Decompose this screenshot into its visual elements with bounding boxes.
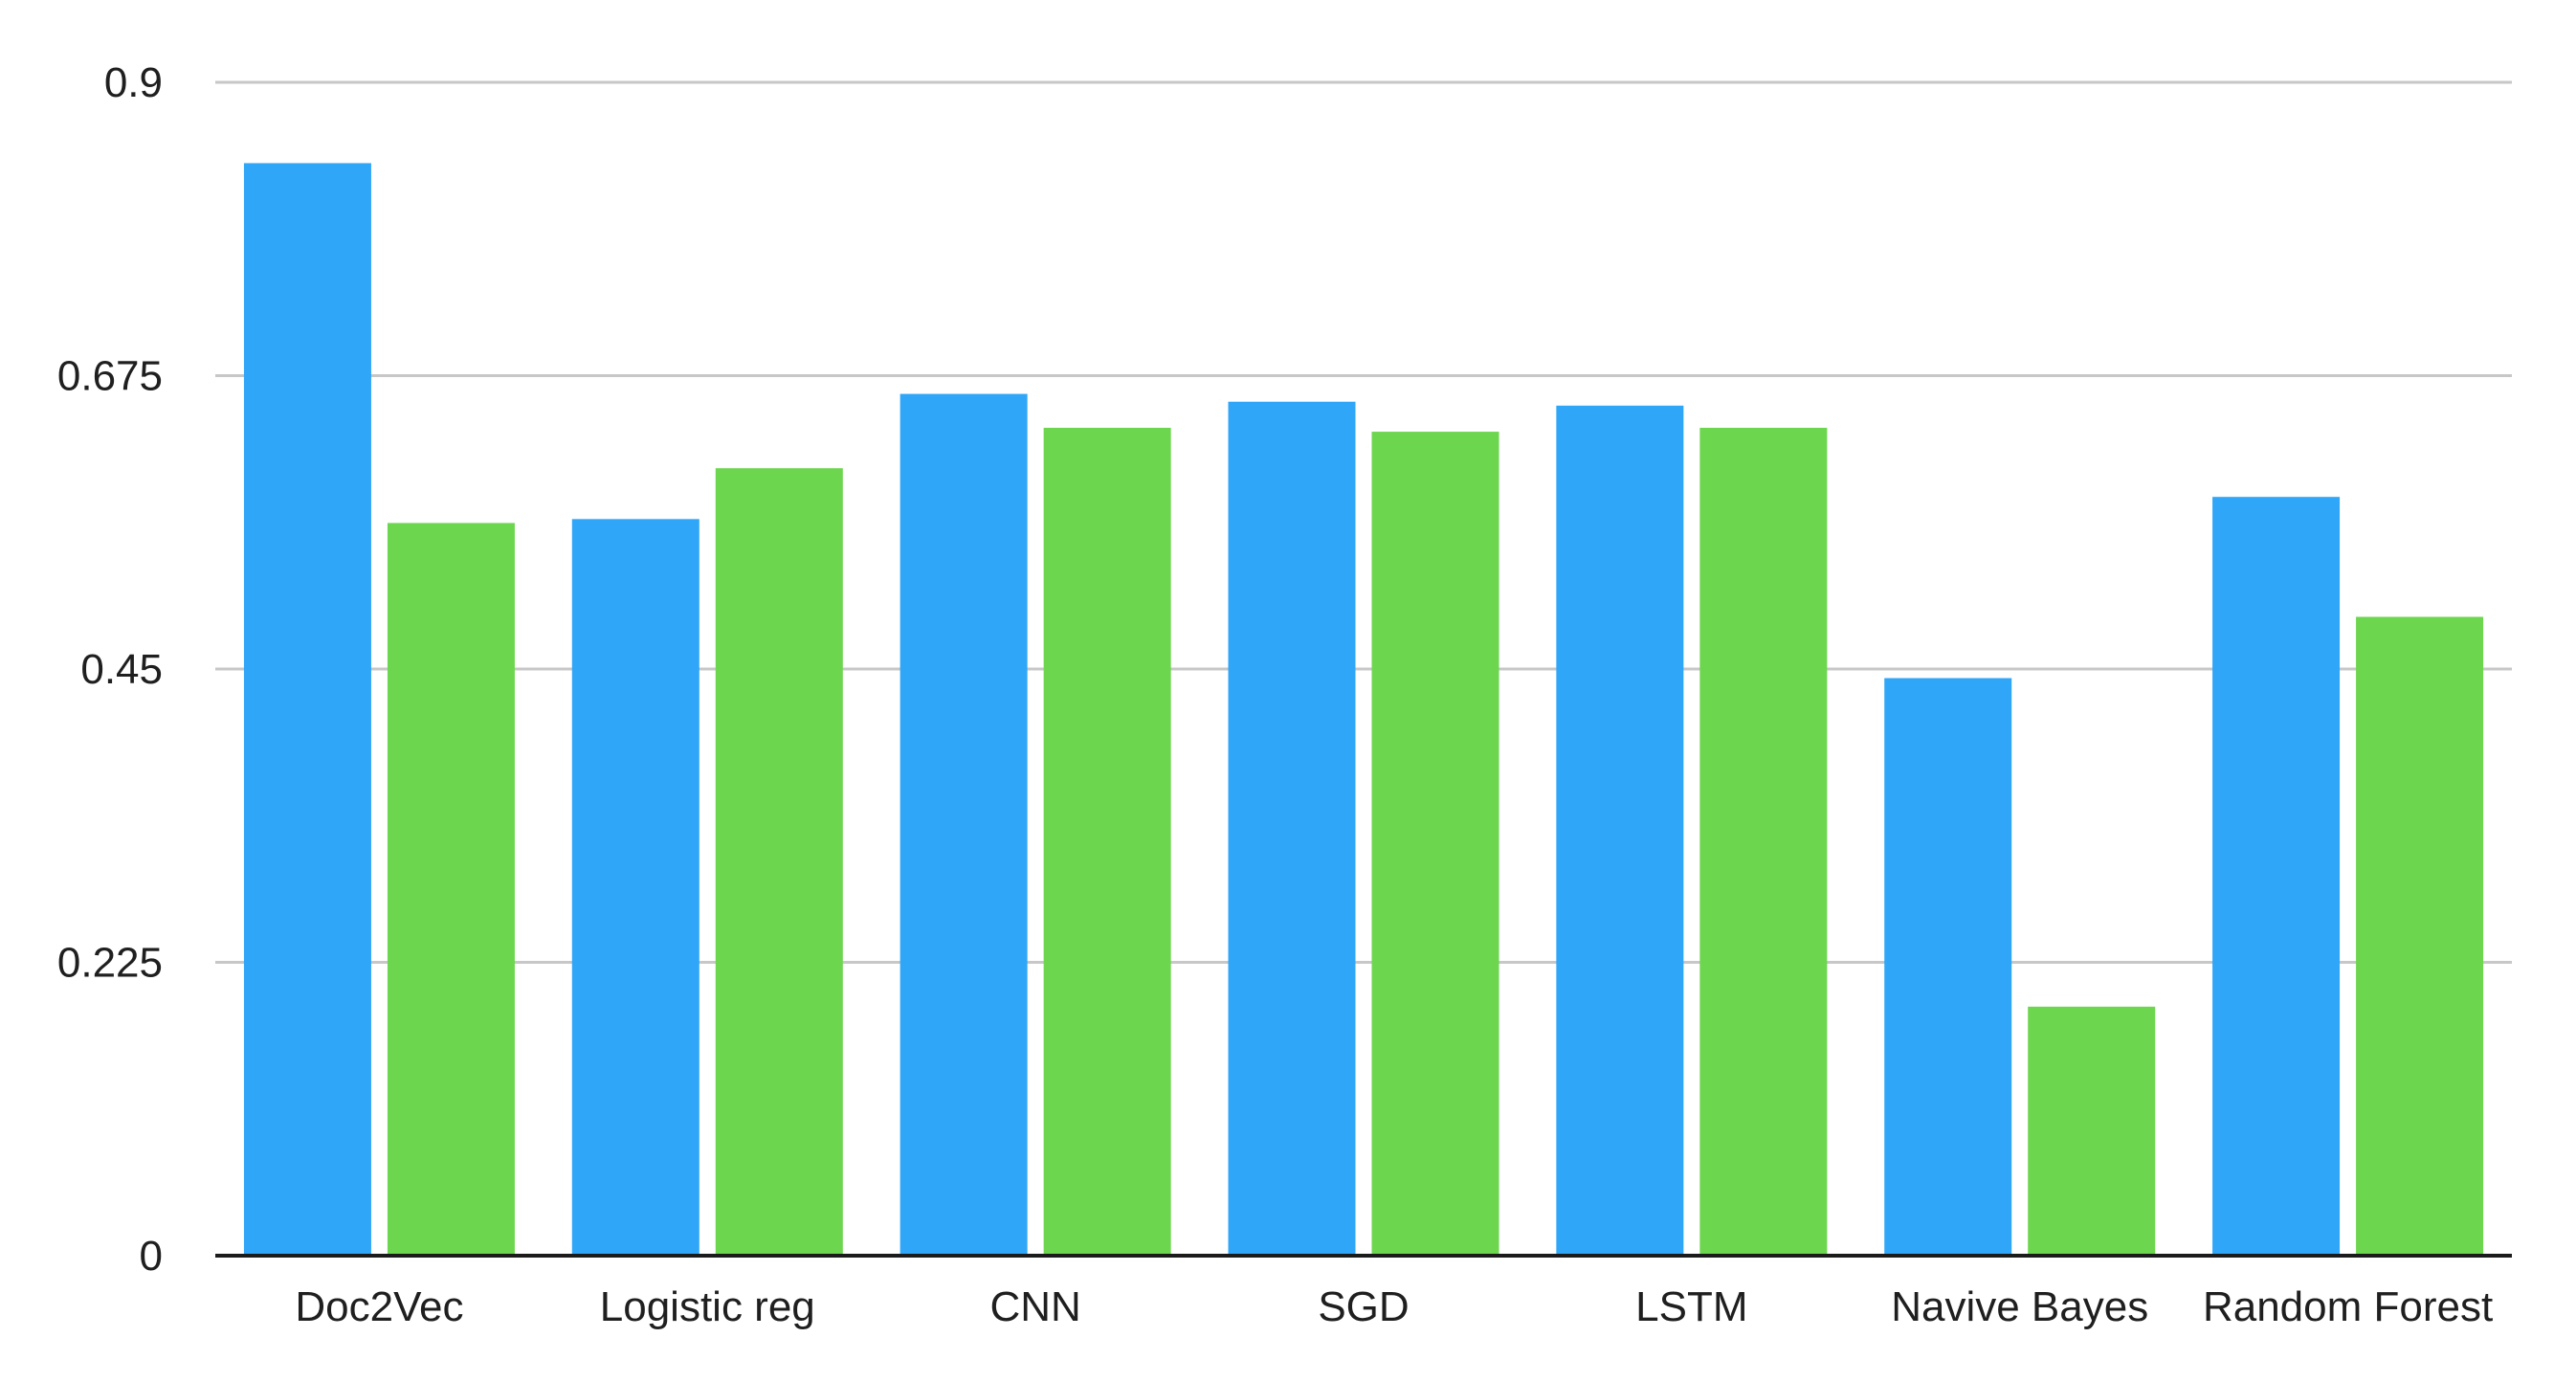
grid-lines bbox=[215, 80, 2512, 964]
x-tick-label: Navive Bayes bbox=[1891, 1283, 2148, 1330]
x-tick-label: Logistic reg bbox=[600, 1283, 815, 1330]
bar-logistic-reg-series-2 bbox=[715, 468, 843, 1256]
tick-labels: 0 0.225 0.45 0.675 0.9 Doc2Vec Logistic reg CNN… bbox=[57, 59, 2493, 1330]
bar-random-forest-series-2 bbox=[2356, 616, 2484, 1256]
bar-doc2vec-series-2 bbox=[387, 523, 515, 1256]
bars bbox=[243, 163, 2484, 1257]
bar-navive-bayes-series-1 bbox=[1884, 678, 2012, 1256]
bar-lstm-series-2 bbox=[1699, 427, 1828, 1256]
bar-lstm-series-1 bbox=[1556, 405, 1684, 1256]
bar-sgd-series-2 bbox=[1371, 432, 1499, 1256]
x-tick-label: Random Forest bbox=[2203, 1283, 2493, 1330]
x-tick-label: CNN bbox=[989, 1283, 1080, 1330]
bar-navive-bayes-series-2 bbox=[2028, 1006, 2156, 1256]
y-tick-label: 0 bbox=[140, 1233, 163, 1280]
bar-random-forest-series-1 bbox=[2212, 497, 2341, 1256]
y-tick-label: 0.9 bbox=[104, 59, 163, 106]
x-tick-label: SGD bbox=[1318, 1283, 1409, 1330]
bar-cnn-series-1 bbox=[899, 393, 1028, 1256]
bar-logistic-reg-series-1 bbox=[571, 519, 700, 1256]
y-tick-label: 0.675 bbox=[57, 353, 163, 400]
bar-sgd-series-1 bbox=[1228, 401, 1356, 1256]
x-tick-label: Doc2Vec bbox=[295, 1283, 463, 1330]
bar-cnn-series-2 bbox=[1043, 427, 1171, 1256]
y-tick-label: 0.225 bbox=[57, 940, 163, 987]
y-tick-label: 0.45 bbox=[80, 646, 163, 693]
bar-doc2vec-series-1 bbox=[243, 163, 371, 1257]
x-tick-label: LSTM bbox=[1635, 1283, 1747, 1330]
